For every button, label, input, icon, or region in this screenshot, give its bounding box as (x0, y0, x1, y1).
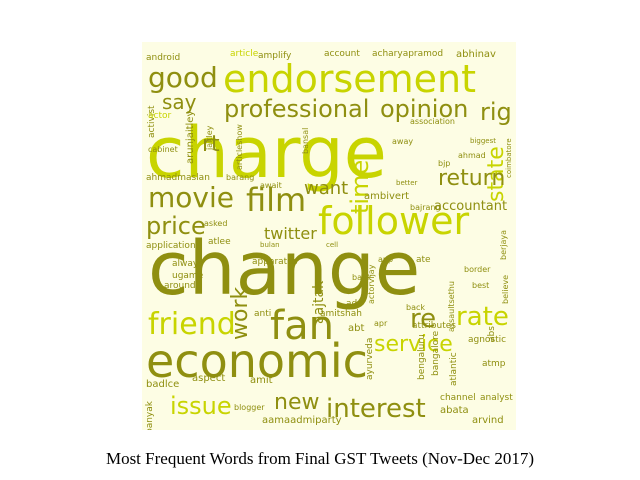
word-ugame: ugame (172, 271, 204, 281)
word-believe: believe (501, 274, 510, 304)
word-bengaluru: bengaluru (417, 334, 427, 380)
word-abhinav: abhinav (456, 49, 496, 60)
word-amplify: amplify (258, 51, 292, 61)
word-coimbatore: coimbatore (505, 138, 513, 178)
word-banyak: banyak (145, 401, 155, 430)
word-service: service (374, 332, 453, 357)
word-ada: ada (346, 299, 363, 309)
word-article: article (230, 49, 259, 59)
word-actor: actor (148, 111, 172, 121)
word-interest: interest (326, 394, 426, 424)
word-atlee: atlee (208, 237, 231, 247)
word-economic: economic (146, 334, 368, 388)
word-jaitley: jaitley (205, 125, 214, 150)
word-always: always (172, 259, 203, 269)
word-atmp: atmp (482, 359, 506, 369)
word-border: border (464, 265, 491, 274)
word-application: application (146, 241, 196, 251)
word-professional: professional (224, 95, 370, 123)
word-cabinet: cabinet (148, 145, 178, 154)
word-bulan: bulan (260, 241, 280, 249)
word-bajrang: bajrang (410, 203, 441, 212)
word-ahmadmaslan: ahmadmaslan (146, 173, 210, 183)
word-app: app (378, 255, 394, 264)
word-new: new (274, 390, 320, 415)
word-abt: abt (348, 323, 365, 334)
word-twitter: twitter (264, 224, 317, 243)
word-aspect: aspect (192, 373, 226, 384)
word-barang: barang (226, 173, 255, 182)
word-bansal: bansal (301, 127, 310, 154)
word-channel: channel (440, 393, 476, 403)
word-back: back (406, 303, 426, 312)
word-cloud: endorsement good say professional opinio… (142, 42, 516, 430)
word-ayurveda: ayurveda (365, 337, 375, 380)
word-blogger: blogger (234, 403, 265, 412)
word-ambivert: ambivert (364, 191, 410, 202)
word-await: await (260, 181, 282, 190)
word-friend: friend (148, 307, 236, 342)
word-aamaadmiparty: aamaadmiparty (262, 415, 342, 426)
word-issue: issue (170, 392, 232, 420)
word-account: account (324, 49, 360, 59)
word-movie: movie (148, 181, 234, 214)
word-actorvijay: actorvijay (367, 264, 376, 304)
word-rig: rig (480, 98, 512, 126)
word-cell: cell (326, 241, 339, 249)
word-agnostic: agnostic (468, 335, 507, 345)
word-good: good (148, 61, 218, 94)
word-away: away (392, 137, 414, 146)
word-analyst: analyst (480, 393, 513, 403)
word-best: best (472, 281, 490, 290)
word-accountant: accountant (434, 199, 508, 214)
word-arunjaitley: arunjaitley (185, 110, 196, 164)
word-fan: fan (270, 303, 334, 349)
word-attributes: attributes (412, 321, 456, 331)
word-apr: apr (374, 319, 388, 328)
word-better: better (396, 179, 418, 187)
word-badlce: badlce (146, 379, 180, 390)
word-ate: ate (416, 255, 431, 265)
word-change: change (148, 226, 421, 312)
word-rt: rt (202, 132, 220, 157)
word-ahmad: ahmad (458, 151, 486, 160)
word-berjaya: berjaya (499, 229, 508, 260)
word-abata: abata (440, 405, 469, 416)
word-amit: amit (250, 375, 273, 386)
word-android: android (146, 53, 181, 63)
word-price: price (146, 212, 206, 240)
word-say: say (162, 90, 197, 114)
word-rate: rate (456, 302, 509, 332)
figure-caption: Most Frequent Words from Final GST Tweet… (105, 449, 535, 468)
word-return: return (438, 166, 506, 191)
word-around: around (164, 281, 196, 291)
word-film: film (246, 181, 307, 219)
word-acharyapramod: acharyapramod (372, 49, 444, 59)
word-arvind: arvind (472, 415, 504, 426)
word-association: association (410, 117, 455, 126)
word-endorsement: endorsement (223, 57, 477, 101)
word-atlantic: atlantic (449, 352, 459, 386)
word-apparatus: apparatus (252, 257, 298, 267)
word-bangalore: bangalore (431, 330, 441, 376)
word-bjp: bjp (438, 159, 451, 168)
word-opinion: opinion (380, 95, 469, 123)
word-bank: bank (352, 273, 372, 282)
word-follower: follower (318, 199, 470, 243)
word-articleshow: articleshow (235, 124, 244, 170)
word-asked: asked (204, 219, 228, 228)
word-biggest: biggest (470, 137, 496, 145)
word-amitshah: amitshah (320, 309, 362, 319)
word-re: re (410, 304, 437, 334)
word-charge: charge (146, 112, 387, 194)
word-want: want (304, 178, 349, 199)
word-anti: anti (254, 309, 272, 319)
